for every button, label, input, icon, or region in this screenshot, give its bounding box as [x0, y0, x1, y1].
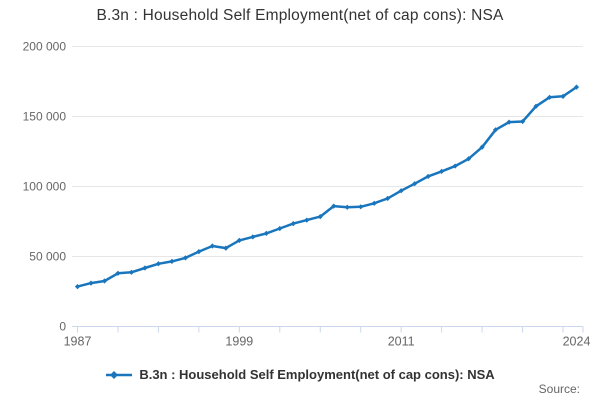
legend-line-marker-icon [106, 370, 133, 379]
data-point-marker[interactable] [385, 195, 391, 201]
y-axis-tick-label: 150 000 [23, 110, 67, 124]
data-point-marker[interactable] [142, 265, 148, 271]
data-point-marker[interactable] [290, 221, 296, 227]
data-point-marker[interactable] [573, 84, 580, 90]
data-point-marker[interactable] [304, 217, 310, 223]
y-axis-tick-label: 100 000 [23, 180, 67, 194]
data-point-marker[interactable] [196, 249, 202, 255]
series-line[interactable] [76, 85, 578, 288]
data-point-marker[interactable] [263, 230, 269, 236]
source-label: Source: [538, 382, 580, 396]
y-axis-tick-label: 50 000 [29, 250, 66, 264]
data-point-marker[interactable] [236, 237, 242, 243]
data-point-marker[interactable] [250, 234, 256, 240]
data-point-marker[interactable] [425, 173, 431, 180]
data-point-marker[interactable] [358, 204, 364, 210]
legend-label: B.3n : Household Self Employment(net of … [139, 367, 495, 382]
data-point-marker[interactable] [344, 204, 350, 210]
data-point-marker[interactable] [74, 284, 81, 290]
data-point-marker[interactable] [492, 127, 499, 133]
y-axis-tick-label: 0 [59, 320, 66, 334]
data-point-marker[interactable] [331, 203, 337, 209]
data-point-marker[interactable] [223, 245, 229, 251]
data-point-marker[interactable] [519, 118, 526, 125]
data-point-marker[interactable] [155, 261, 162, 267]
data-point-marker[interactable] [169, 258, 175, 264]
x-axis-tick-label: 1999 [225, 335, 253, 349]
data-point-marker[interactable] [317, 214, 323, 220]
legend-item[interactable]: B.3n : Household Self Employment(net of … [0, 367, 600, 382]
data-point-marker[interactable] [412, 181, 418, 187]
data-point-marker[interactable] [546, 94, 553, 100]
y-axis-tick-label: 200 000 [23, 40, 67, 54]
data-point-marker[interactable] [398, 188, 404, 194]
data-point-marker[interactable] [101, 278, 108, 284]
data-point-marker[interactable] [88, 280, 94, 286]
data-point-marker[interactable] [371, 200, 377, 206]
x-axis-tick-label: 1987 [64, 335, 92, 349]
data-point-marker[interactable] [182, 255, 188, 261]
x-axis-tick-label: 2024 [563, 335, 591, 349]
data-point-marker[interactable] [128, 269, 135, 275]
data-point-marker[interactable] [209, 243, 215, 249]
data-point-marker[interactable] [560, 93, 566, 99]
data-point-marker[interactable] [439, 168, 445, 174]
data-point-marker[interactable] [277, 225, 283, 232]
chart-title: B.3n : Household Self Employment(net of … [96, 7, 504, 24]
data-point-marker[interactable] [452, 163, 458, 169]
data-point-marker[interactable] [533, 103, 539, 109]
data-point-marker[interactable] [115, 270, 121, 276]
x-axis-tick-label: 2011 [388, 335, 415, 349]
data-point-marker[interactable] [506, 119, 512, 125]
data-point-marker[interactable] [479, 144, 485, 150]
data-point-marker[interactable] [466, 156, 472, 162]
